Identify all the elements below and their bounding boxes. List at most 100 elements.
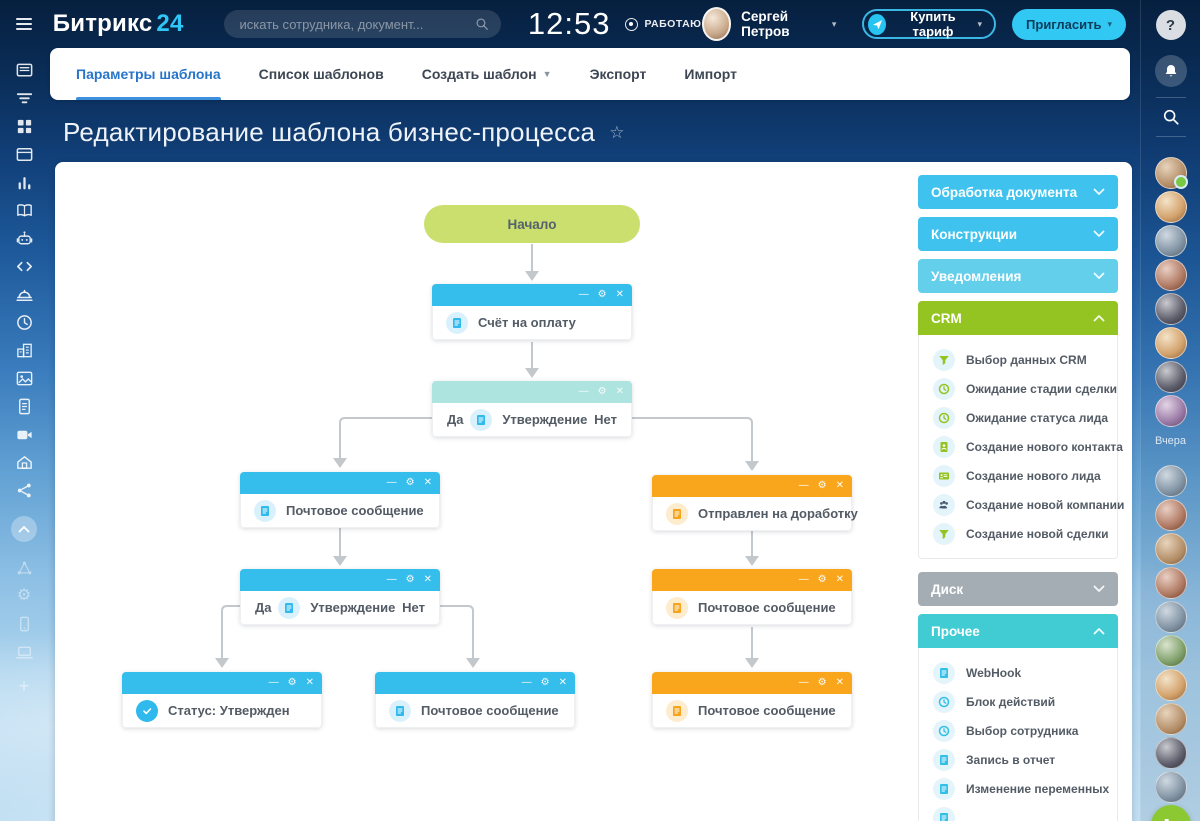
minimize-icon[interactable]: — bbox=[386, 574, 397, 585]
minimize-icon[interactable]: — bbox=[521, 677, 532, 688]
chat-avatar[interactable] bbox=[1154, 601, 1187, 633]
chat-avatar[interactable] bbox=[1154, 327, 1187, 359]
flow-node-mail-2[interactable]: — ⚙ ✕ Почтовое сообщение bbox=[375, 672, 575, 728]
flow-node-mail-3[interactable]: — ⚙ ✕ Почтовое сообщение bbox=[652, 569, 852, 625]
clock-icon[interactable] bbox=[14, 312, 34, 332]
hamburger-menu-icon[interactable] bbox=[16, 15, 32, 33]
search-icon[interactable] bbox=[475, 17, 489, 31]
yes-branch-label[interactable]: Да bbox=[255, 600, 272, 615]
flow-node-status-approved[interactable]: — ⚙ ✕ Статус: Утвержден bbox=[122, 672, 322, 728]
chat-avatar[interactable] bbox=[1154, 293, 1187, 325]
chat-avatar[interactable] bbox=[1154, 669, 1187, 701]
close-icon[interactable]: ✕ bbox=[423, 574, 432, 585]
list-item-employee-select[interactable]: Выбор сотрудника bbox=[919, 716, 1117, 745]
open-book-icon[interactable] bbox=[14, 200, 34, 220]
close-icon[interactable]: ✕ bbox=[423, 477, 432, 488]
minimize-icon[interactable]: — bbox=[578, 386, 589, 397]
chat-avatar[interactable] bbox=[1154, 737, 1187, 769]
flow-node-approval-2[interactable]: — ⚙ ✕ Да Утверждение Нет bbox=[240, 569, 440, 625]
list-item-new-company[interactable]: Создание новой компании bbox=[919, 490, 1124, 519]
chat-avatar[interactable] bbox=[1154, 395, 1187, 427]
yes-branch-label[interactable]: Да bbox=[447, 412, 464, 427]
flow-node-invoice[interactable]: — ⚙ ✕ Счёт на оплату bbox=[432, 284, 632, 340]
tab-template-parameters[interactable]: Параметры шаблона bbox=[76, 48, 221, 100]
nodes-icon[interactable] bbox=[14, 558, 34, 578]
mobile-icon[interactable] bbox=[14, 614, 34, 634]
gear-icon[interactable]: ⚙ bbox=[817, 480, 827, 491]
chat-avatar[interactable] bbox=[1154, 703, 1187, 735]
list-item-wait-deal-stage[interactable]: Ожидание стадии сделки bbox=[919, 374, 1117, 403]
close-icon[interactable]: ✕ bbox=[615, 289, 624, 300]
work-clock[interactable]: 12:53 bbox=[527, 6, 611, 41]
bar-chart-icon[interactable] bbox=[14, 172, 34, 192]
list-item-change-variables[interactable]: Изменение переменных bbox=[919, 774, 1117, 803]
close-icon[interactable]: ✕ bbox=[305, 677, 314, 688]
invite-button[interactable]: Пригласить ▾ bbox=[1012, 8, 1126, 40]
tab-import[interactable]: Импорт bbox=[684, 66, 738, 82]
chat-search-button[interactable] bbox=[1162, 108, 1180, 126]
gear-icon[interactable]: ⚙ bbox=[817, 677, 827, 688]
gear-icon[interactable]: ⚙ bbox=[597, 386, 607, 397]
chat-avatar[interactable] bbox=[1154, 465, 1187, 497]
gear-icon[interactable]: ⚙ bbox=[405, 574, 415, 585]
buy-tariff-button[interactable]: Купить тариф ▾ bbox=[862, 9, 997, 39]
list-item-new-contact[interactable]: Создание нового контакта bbox=[919, 432, 1123, 461]
chat-avatar[interactable] bbox=[1154, 499, 1187, 531]
list-item-new-deal[interactable]: Создание новой сделки bbox=[919, 519, 1117, 548]
accordion-document-processing[interactable]: Обработка документа bbox=[918, 175, 1118, 209]
accordion-notifications[interactable]: Уведомления bbox=[918, 259, 1118, 293]
flow-node-mail-1[interactable]: — ⚙ ✕ Почтовое сообщение bbox=[240, 472, 440, 528]
list-item-new-lead[interactable]: Создание нового лида bbox=[919, 461, 1117, 490]
accordion-crm[interactable]: CRM bbox=[918, 301, 1118, 335]
reception-bell-icon[interactable] bbox=[14, 284, 34, 304]
robot-icon[interactable] bbox=[14, 228, 34, 248]
live-feed-icon[interactable] bbox=[14, 60, 34, 80]
gear-icon[interactable]: ⚙ bbox=[405, 477, 415, 488]
chat-avatar[interactable] bbox=[1154, 567, 1187, 599]
no-branch-label[interactable]: Нет bbox=[402, 600, 425, 615]
search-input[interactable] bbox=[239, 16, 475, 32]
no-branch-label[interactable]: Нет bbox=[594, 412, 617, 427]
code-icon[interactable] bbox=[14, 256, 34, 276]
tab-create-template[interactable]: Создать шаблон ▼ bbox=[421, 66, 552, 82]
user-avatar[interactable] bbox=[701, 7, 732, 41]
close-icon[interactable]: ✕ bbox=[615, 386, 624, 397]
flow-start-node[interactable]: Начало bbox=[424, 205, 640, 243]
document-icon[interactable] bbox=[14, 396, 34, 416]
flow-node-sent-for-revision[interactable]: — ⚙ ✕ Отправлен на доработку bbox=[652, 475, 858, 531]
chat-avatar[interactable] bbox=[1154, 635, 1187, 667]
list-item-action-block[interactable]: Блок действий bbox=[919, 687, 1117, 716]
video-camera-icon[interactable] bbox=[14, 424, 34, 444]
image-icon[interactable] bbox=[14, 368, 34, 388]
accordion-other[interactable]: Прочее bbox=[918, 614, 1118, 648]
browser-window-icon[interactable] bbox=[14, 144, 34, 164]
gear-icon[interactable]: ⚙ bbox=[597, 289, 607, 300]
chat-avatar[interactable] bbox=[1154, 191, 1187, 223]
help-button[interactable]: ? bbox=[1155, 10, 1186, 40]
flow-node-approval-1[interactable]: — ⚙ ✕ Да Утверждение Нет bbox=[432, 381, 632, 437]
chat-avatar[interactable] bbox=[1154, 533, 1187, 565]
chat-avatar[interactable] bbox=[1154, 771, 1187, 803]
minimize-icon[interactable]: — bbox=[798, 574, 809, 585]
gear-icon[interactable]: ⚙ bbox=[287, 677, 297, 688]
add-menu-item-button[interactable]: + bbox=[18, 676, 30, 696]
work-status[interactable]: РАБОТАЮ bbox=[625, 17, 701, 31]
minimize-icon[interactable]: — bbox=[578, 289, 589, 300]
notifications-button[interactable] bbox=[1154, 55, 1187, 87]
close-icon[interactable]: ✕ bbox=[558, 677, 567, 688]
user-profile[interactable]: Сергей Петров ▾ bbox=[701, 7, 836, 41]
close-icon[interactable]: ✕ bbox=[835, 480, 844, 491]
tab-export[interactable]: Экспорт bbox=[589, 66, 647, 82]
market-house-icon[interactable] bbox=[14, 452, 34, 472]
favorite-star-icon[interactable]: ☆ bbox=[609, 122, 625, 142]
workflow-canvas[interactable]: Начало — ⚙ ✕ Счёт на оплату — ⚙ ✕ Да bbox=[55, 162, 1132, 821]
gear-icon[interactable]: ⚙ bbox=[540, 677, 550, 688]
close-icon[interactable]: ✕ bbox=[835, 574, 844, 585]
share-network-icon[interactable] bbox=[14, 480, 34, 500]
gear-icon[interactable]: ⚙ bbox=[817, 574, 827, 585]
accordion-disk[interactable]: Диск bbox=[918, 572, 1118, 606]
list-item-wait-lead-status[interactable]: Ожидание статуса лида bbox=[919, 403, 1117, 432]
tab-template-list[interactable]: Список шаблонов bbox=[258, 66, 384, 82]
accordion-constructions[interactable]: Конструкции bbox=[918, 217, 1118, 251]
list-item-partial[interactable] bbox=[919, 803, 1117, 821]
